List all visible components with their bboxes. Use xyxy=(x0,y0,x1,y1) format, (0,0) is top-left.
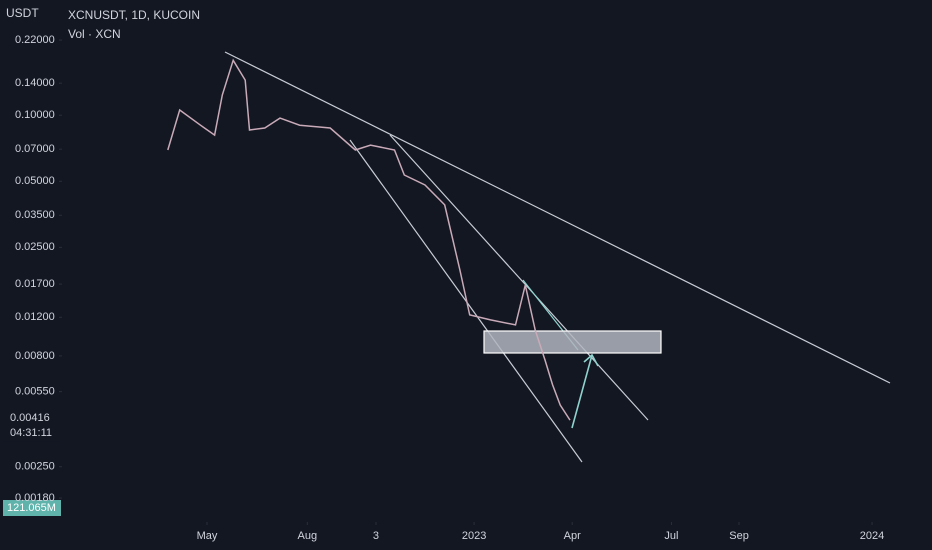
chart-subtitle: Vol · XCN xyxy=(68,27,121,41)
countdown-label: 04:31:11 xyxy=(10,427,52,439)
y-axis-unit: USDT xyxy=(6,6,39,20)
y-tick-label: 0.01700 xyxy=(15,278,55,290)
y-tick-label: 0.05000 xyxy=(15,175,55,187)
y-tick-label: 0.07000 xyxy=(15,143,55,155)
chart-title: XCNUSDT, 1D, KUCOIN xyxy=(68,8,200,22)
x-tick-label: Jul xyxy=(664,530,678,542)
y-tick-label: 0.10000 xyxy=(15,109,55,121)
zone-box xyxy=(483,330,662,354)
arrow-head xyxy=(583,353,599,367)
trend-line xyxy=(224,51,891,384)
projection-arrow xyxy=(571,354,593,429)
x-tick-label: 2023 xyxy=(462,530,486,542)
x-tick-label: May xyxy=(197,530,218,542)
y-tick-label: 0.00800 xyxy=(15,350,55,362)
y-tick-label: 0.14000 xyxy=(15,77,55,89)
y-tick-label: 0.00180 xyxy=(15,492,55,504)
last-price-label: 0.00416 xyxy=(10,412,50,424)
price-line xyxy=(167,58,571,421)
trend-line xyxy=(389,134,649,421)
price-badge xyxy=(3,409,59,442)
y-tick-label: 0.22000 xyxy=(15,34,55,46)
x-tick-label: Aug xyxy=(298,530,318,542)
y-tick-label: 0.00550 xyxy=(15,386,55,398)
y-tick-label: 0.02500 xyxy=(15,241,55,253)
x-tick-label: Apr xyxy=(564,530,581,542)
y-tick-label: 0.01200 xyxy=(15,311,55,323)
x-tick-label: 3 xyxy=(373,530,379,542)
x-tick-label: Sep xyxy=(729,530,749,542)
x-tick-label: 2024 xyxy=(860,530,884,542)
volume-label: 121.065M xyxy=(7,502,56,514)
y-tick-label: 0.00250 xyxy=(15,461,55,473)
y-tick-label: 0.03500 xyxy=(15,209,55,221)
volume-badge xyxy=(3,500,61,516)
drawings xyxy=(224,51,891,463)
